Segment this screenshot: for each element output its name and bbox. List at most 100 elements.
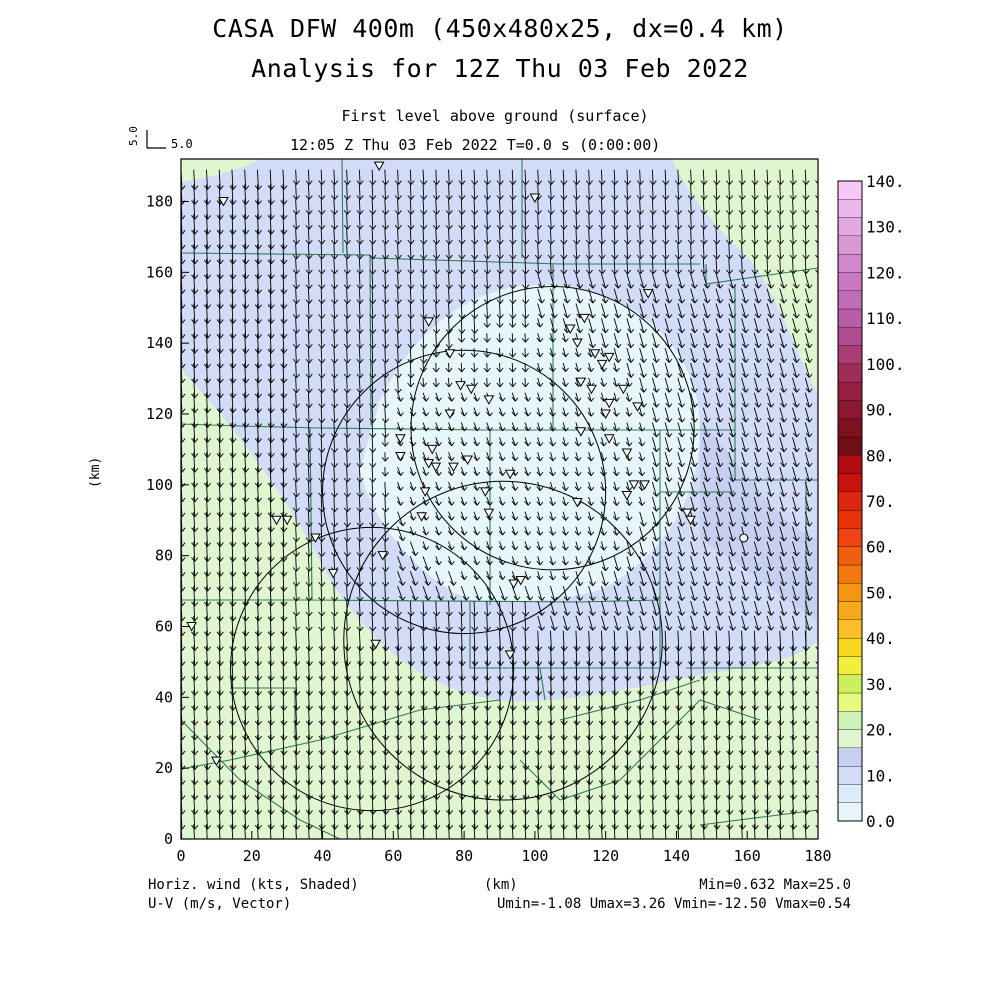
y-tick-label: 100 [146, 476, 173, 494]
wind-vector [331, 169, 339, 185]
wind-vector [331, 467, 339, 483]
x-tick-label: 140 [663, 847, 690, 865]
colorbar-swatch [837, 363, 863, 383]
colorbar-swatch [837, 729, 863, 749]
wind-vector [292, 229, 300, 245]
wind-vector [331, 348, 339, 364]
wind-vector [292, 422, 300, 438]
x-tick-label: 80 [455, 847, 473, 865]
wind-vector [331, 199, 339, 215]
wind-vector [305, 526, 313, 542]
colorbar-swatch [837, 601, 863, 621]
wind-vector [331, 407, 339, 423]
wind-vector [331, 496, 339, 513]
wind-vector [292, 258, 300, 275]
colorbar-swatch [837, 674, 863, 694]
wind-vector [331, 526, 339, 542]
wind-vector [817, 422, 818, 425]
colorbar-swatch [837, 747, 863, 767]
ref-vector-horizontal-label: 5.0 [171, 137, 193, 151]
colorbar-swatch [837, 253, 863, 273]
wind-vector [817, 541, 818, 544]
colorbar-label: 110. [866, 309, 905, 328]
wind-vector [331, 229, 339, 245]
wind-vector [331, 481, 339, 498]
wind-vector [318, 511, 326, 528]
wind-vector [331, 318, 339, 334]
wind-vector [333, 838, 335, 839]
colorbar: 0.0 10. 20. 30. 40. 50. 60. 70. 80. 90. 100. 110. 12… [837, 172, 905, 831]
wind-vector [318, 214, 326, 230]
y-tick-label: 120 [146, 405, 173, 423]
x-tick-label: 60 [384, 847, 402, 865]
colorbar-label: 40. [866, 629, 895, 648]
y-axis-label: (km) [88, 456, 103, 488]
wind-vector [292, 392, 300, 409]
wind-speed-shading [181, 159, 818, 839]
footer-minmax: Min=0.632 Max=25.0 [699, 877, 851, 893]
wind-vector [305, 184, 313, 200]
colorbar-swatch [837, 619, 863, 639]
wind-vector [817, 377, 818, 380]
colorbar-swatch [837, 583, 863, 602]
wind-vector [292, 243, 300, 260]
wind-vector [318, 333, 326, 349]
colorbar-swatch [837, 327, 863, 346]
wind-vector [318, 288, 326, 304]
wind-vector [305, 288, 313, 304]
colorbar-swatch [837, 564, 863, 584]
wind-vector [305, 318, 313, 334]
wind-vector [318, 571, 326, 587]
wind-vector [307, 824, 310, 839]
wind-vector [318, 229, 326, 245]
station-marker [739, 533, 749, 543]
wind-vector [318, 481, 326, 498]
wind-vector [305, 273, 313, 290]
wind-vector [320, 824, 323, 839]
wind-vector [292, 333, 300, 349]
valid-time: 12:05 Z Thu 03 Feb 2022 T=0.0 s (0:00:00… [290, 136, 661, 154]
wind-vector [305, 452, 313, 468]
wind-vector [817, 496, 818, 499]
wind-vector [305, 571, 313, 587]
colorbar-swatch [837, 400, 863, 419]
wind-vector [817, 437, 818, 440]
colorbar-label: 130. [866, 218, 905, 237]
wind-vector [305, 556, 313, 572]
wind-vector [728, 838, 730, 839]
wind-vector [817, 288, 818, 291]
y-tick-label: 160 [146, 263, 173, 281]
colorbar-swatch [837, 656, 863, 675]
wind-vector [318, 258, 326, 275]
wind-vector [270, 838, 271, 839]
wind-vector [410, 838, 411, 839]
wind-vector [318, 243, 326, 260]
x-tick-label: 100 [521, 847, 548, 865]
map-subtitle: Analysis for 12Z Thu 03 Feb 2022 [251, 54, 749, 83]
colorbar-swatch [837, 491, 863, 511]
wind-vector [817, 586, 818, 588]
wind-vector [305, 407, 313, 423]
colorbar-swatch [837, 528, 863, 547]
wind-vector [292, 467, 300, 483]
wind-vector [308, 838, 309, 839]
wind-vector [318, 452, 326, 468]
wind-vector [318, 586, 326, 602]
wind-vector [817, 363, 818, 365]
footer-uv-range: Umin=-1.08 Umax=3.26 Vmin=-12.50 Vmax=0.… [496, 896, 851, 912]
wind-vector [331, 288, 339, 304]
colorbar-label: 10. [866, 766, 895, 785]
wind-vector [305, 199, 313, 215]
wind-vector [767, 838, 768, 839]
colorbar-swatch [837, 272, 863, 291]
wind-vector [817, 511, 818, 514]
y-tick-label: 140 [146, 334, 173, 352]
wind-vector [817, 273, 818, 276]
wind-vector [305, 392, 313, 409]
wind-vector [305, 496, 313, 513]
wind-vector [817, 467, 818, 469]
wind-vector [219, 838, 220, 839]
level-label: First level above ground (surface) [341, 107, 649, 125]
wind-vector [423, 838, 424, 839]
wind-vector [193, 824, 195, 839]
